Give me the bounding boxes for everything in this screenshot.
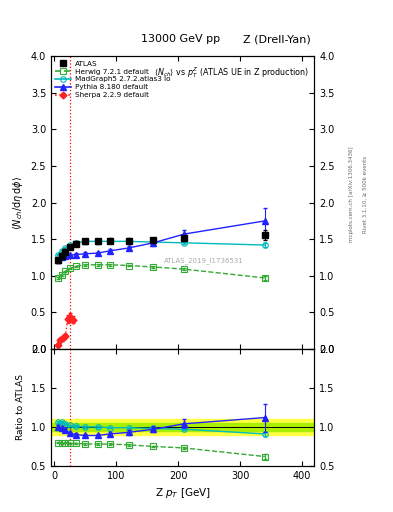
Herwig 7.2.1 default <box>83 262 88 268</box>
Herwig 7.2.1 default <box>67 265 72 271</box>
ATLAS <box>263 232 267 238</box>
ATLAS <box>83 238 88 244</box>
Sherpa 2.2.9 default <box>66 316 70 322</box>
Pythia 8.180 default <box>63 253 68 259</box>
MadGraph5 2.7.2.atlas3 lo <box>108 238 112 244</box>
Pythia 8.180 default <box>83 251 88 257</box>
MadGraph5 2.7.2.atlas3 lo <box>67 242 72 248</box>
Herwig 7.2.1 default <box>263 275 267 281</box>
Pythia 8.180 default <box>67 252 72 259</box>
MadGraph5 2.7.2.atlas3 lo <box>95 238 100 244</box>
Sherpa 2.2.9 default <box>55 342 60 348</box>
MadGraph5 2.7.2.atlas3 lo <box>126 238 131 244</box>
ATLAS <box>108 238 112 244</box>
MadGraph5 2.7.2.atlas3 lo <box>55 251 60 258</box>
Pythia 8.180 default <box>182 231 187 237</box>
Line: MadGraph5 2.7.2.atlas3 lo: MadGraph5 2.7.2.atlas3 lo <box>55 239 268 258</box>
Sherpa 2.2.9 default <box>63 333 68 339</box>
MadGraph5 2.7.2.atlas3 lo <box>73 240 78 246</box>
Herwig 7.2.1 default <box>55 275 60 281</box>
Herwig 7.2.1 default <box>73 263 78 269</box>
Sherpa 2.2.9 default <box>68 314 73 320</box>
ATLAS <box>151 237 156 243</box>
MadGraph5 2.7.2.atlas3 lo <box>263 242 267 248</box>
ATLAS <box>73 241 78 247</box>
Line: Sherpa 2.2.9 default: Sherpa 2.2.9 default <box>55 314 75 347</box>
ATLAS <box>55 257 60 263</box>
Pythia 8.180 default <box>95 250 100 256</box>
Herwig 7.2.1 default <box>108 262 112 268</box>
Pythia 8.180 default <box>126 245 131 251</box>
ATLAS <box>182 236 187 242</box>
Pythia 8.180 default <box>151 240 156 246</box>
Text: mcplots.cern.ch [arXiv:1306.3436]: mcplots.cern.ch [arXiv:1306.3436] <box>349 147 354 242</box>
Herwig 7.2.1 default <box>95 262 100 268</box>
Pythia 8.180 default <box>108 248 112 254</box>
Line: Herwig 7.2.1 default: Herwig 7.2.1 default <box>55 262 268 281</box>
Legend: ATLAS, Herwig 7.2.1 default, MadGraph5 2.7.2.atlas3 lo, Pythia 8.180 default, Sh: ATLAS, Herwig 7.2.1 default, MadGraph5 2… <box>54 59 172 100</box>
Pythia 8.180 default <box>59 254 64 261</box>
Y-axis label: $\langle N_{ch}/\mathrm{d}\eta\,\mathrm{d}\phi\rangle$: $\langle N_{ch}/\mathrm{d}\eta\,\mathrm{… <box>11 176 25 230</box>
Text: Z (Drell-Yan): Z (Drell-Yan) <box>243 34 310 45</box>
Sherpa 2.2.9 default <box>58 337 63 343</box>
Herwig 7.2.1 default <box>63 268 68 274</box>
Sherpa 2.2.9 default <box>61 335 65 341</box>
Y-axis label: Ratio to ATLAS: Ratio to ATLAS <box>16 374 25 440</box>
ATLAS <box>126 238 131 244</box>
MadGraph5 2.7.2.atlas3 lo <box>63 245 68 251</box>
Pythia 8.180 default <box>55 257 60 263</box>
ATLAS <box>67 244 72 250</box>
MadGraph5 2.7.2.atlas3 lo <box>83 238 88 244</box>
Text: 13000 GeV pp: 13000 GeV pp <box>141 34 220 45</box>
MadGraph5 2.7.2.atlas3 lo <box>182 240 187 246</box>
Text: $\langle N_{ch}\rangle$ vs $p_T^Z$ (ATLAS UE in Z production): $\langle N_{ch}\rangle$ vs $p_T^Z$ (ATLA… <box>154 65 309 80</box>
Herwig 7.2.1 default <box>151 264 156 270</box>
Sherpa 2.2.9 default <box>70 316 75 323</box>
ATLAS <box>95 238 100 244</box>
MadGraph5 2.7.2.atlas3 lo <box>59 248 64 254</box>
Pythia 8.180 default <box>73 251 78 258</box>
Line: ATLAS: ATLAS <box>55 232 268 263</box>
Pythia 8.180 default <box>263 218 267 224</box>
Text: ATLAS_2019_I1736531: ATLAS_2019_I1736531 <box>164 258 244 265</box>
ATLAS <box>59 253 64 259</box>
ATLAS <box>63 248 68 254</box>
X-axis label: Z $p_T$ [GeV]: Z $p_T$ [GeV] <box>155 486 211 500</box>
Herwig 7.2.1 default <box>126 263 131 269</box>
Text: Rivet 3.1.10, ≥ 500k events: Rivet 3.1.10, ≥ 500k events <box>363 156 368 233</box>
Herwig 7.2.1 default <box>182 266 187 272</box>
MadGraph5 2.7.2.atlas3 lo <box>151 239 156 245</box>
Line: Pythia 8.180 default: Pythia 8.180 default <box>55 218 268 263</box>
Herwig 7.2.1 default <box>59 272 64 278</box>
